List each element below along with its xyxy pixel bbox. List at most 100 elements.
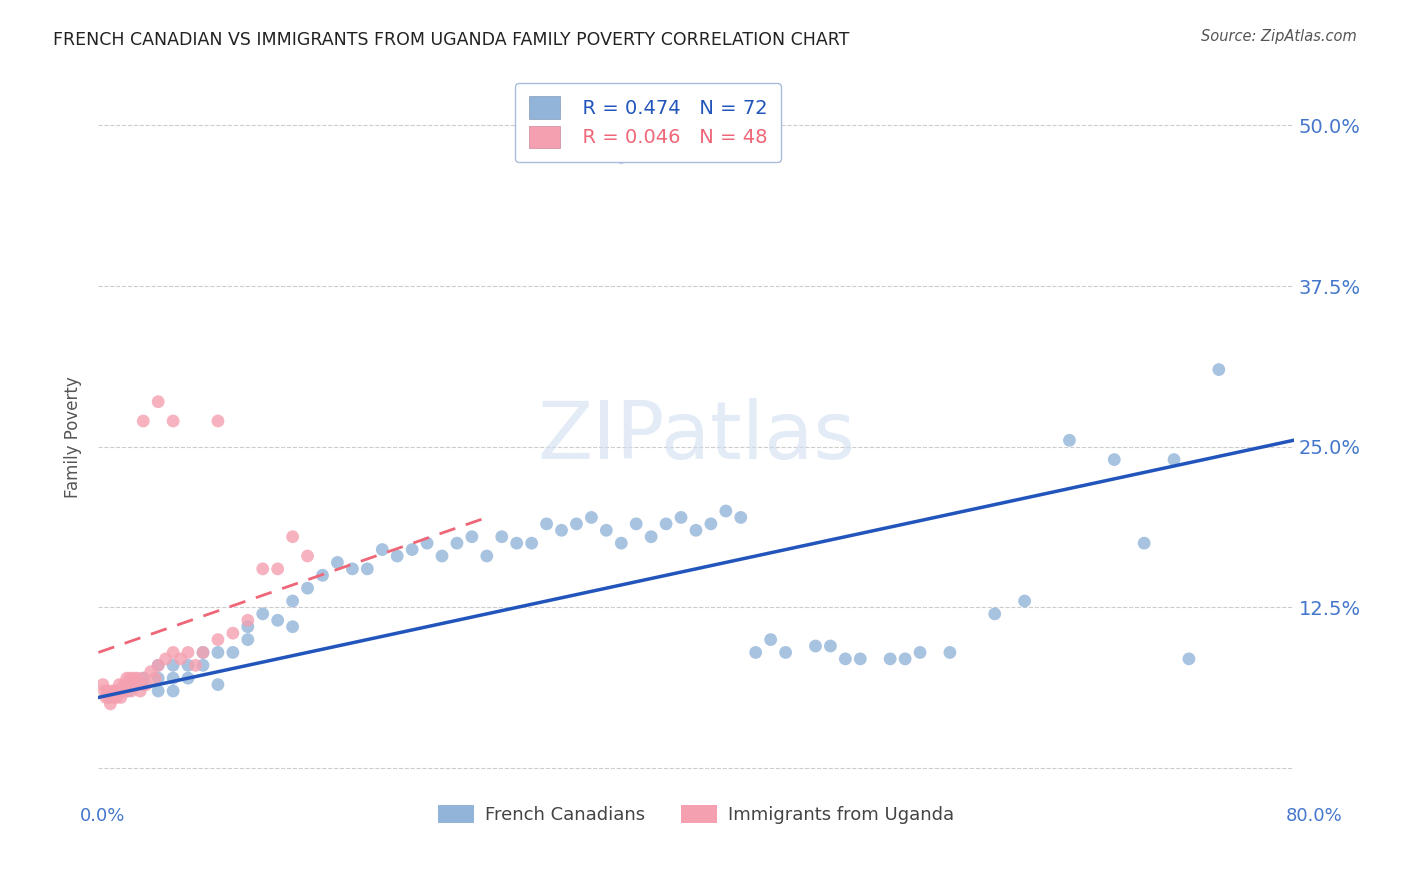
Point xyxy=(849,652,872,666)
Point xyxy=(128,677,150,691)
Point xyxy=(127,671,149,685)
Point xyxy=(236,613,259,627)
Point xyxy=(103,690,125,705)
Point xyxy=(135,677,157,691)
Point xyxy=(118,671,141,685)
Point xyxy=(581,510,603,524)
Point xyxy=(610,150,633,164)
Point xyxy=(191,645,214,659)
Point xyxy=(207,645,229,659)
Point xyxy=(162,671,184,685)
Point xyxy=(236,632,259,647)
Point xyxy=(461,530,484,544)
Point xyxy=(342,562,364,576)
Point xyxy=(139,665,162,679)
Point xyxy=(281,620,304,634)
Point xyxy=(491,530,513,544)
Point xyxy=(132,671,155,685)
Point xyxy=(124,671,146,685)
Point xyxy=(111,684,134,698)
Point xyxy=(536,516,558,531)
Point xyxy=(98,697,122,711)
Point xyxy=(162,658,184,673)
Point xyxy=(148,658,170,673)
Point xyxy=(132,414,155,428)
Point xyxy=(804,639,827,653)
Point xyxy=(1104,452,1126,467)
Point xyxy=(177,645,200,659)
Point xyxy=(177,671,200,685)
Point xyxy=(112,677,135,691)
Point xyxy=(117,677,139,691)
Point xyxy=(669,510,692,524)
Point xyxy=(93,684,115,698)
Point xyxy=(326,556,349,570)
Point xyxy=(148,394,170,409)
Point xyxy=(132,671,155,685)
Point xyxy=(143,671,166,685)
Text: ZIPatlas: ZIPatlas xyxy=(537,398,855,476)
Point xyxy=(385,549,409,563)
Point xyxy=(207,414,229,428)
Point xyxy=(129,684,152,698)
Point xyxy=(267,562,290,576)
Point xyxy=(655,516,678,531)
Point xyxy=(236,620,259,634)
Point xyxy=(162,414,184,428)
Point xyxy=(252,562,274,576)
Point xyxy=(177,658,200,673)
Point xyxy=(595,524,617,538)
Point xyxy=(626,516,648,531)
Legend: French Canadians, Immigrants from Uganda: French Canadians, Immigrants from Uganda xyxy=(430,797,962,831)
Point xyxy=(371,542,394,557)
Point xyxy=(475,549,498,563)
Point xyxy=(1014,594,1036,608)
Point xyxy=(267,613,290,627)
Y-axis label: Family Poverty: Family Poverty xyxy=(65,376,83,498)
Point xyxy=(148,671,170,685)
Point xyxy=(1178,652,1201,666)
Point xyxy=(1059,434,1081,448)
Point xyxy=(207,677,229,691)
Point xyxy=(775,645,797,659)
Point xyxy=(222,626,245,640)
Point xyxy=(520,536,543,550)
Point xyxy=(101,684,124,698)
Point xyxy=(191,658,214,673)
Point xyxy=(759,632,782,647)
Point xyxy=(506,536,529,550)
Point xyxy=(162,645,184,659)
Point xyxy=(91,677,114,691)
Point xyxy=(222,645,245,659)
Point xyxy=(281,594,304,608)
Point xyxy=(132,677,155,691)
Point xyxy=(356,562,378,576)
Point xyxy=(820,639,842,653)
Point xyxy=(281,530,304,544)
Point xyxy=(908,645,931,659)
Point xyxy=(745,645,768,659)
Point xyxy=(446,536,468,550)
Point xyxy=(110,690,132,705)
Point xyxy=(207,632,229,647)
Point xyxy=(184,658,207,673)
Point xyxy=(94,690,117,705)
Point xyxy=(297,549,319,563)
Point xyxy=(115,671,138,685)
Point xyxy=(108,677,131,691)
Point xyxy=(169,652,191,666)
Point xyxy=(107,684,129,698)
Text: Source: ZipAtlas.com: Source: ZipAtlas.com xyxy=(1201,29,1357,44)
Point xyxy=(401,542,423,557)
Point xyxy=(114,684,136,698)
Point xyxy=(894,652,917,666)
Point xyxy=(834,652,856,666)
Point xyxy=(714,504,737,518)
Point xyxy=(1163,452,1185,467)
Point xyxy=(730,510,752,524)
Point xyxy=(117,684,139,698)
Point xyxy=(640,530,662,544)
Point xyxy=(311,568,333,582)
Point xyxy=(1208,362,1230,376)
Point xyxy=(610,536,633,550)
